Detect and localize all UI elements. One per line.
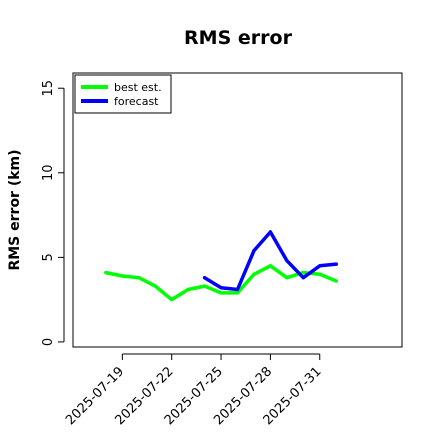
data-point-forecast — [268, 230, 272, 234]
data-point-forecast — [334, 262, 338, 266]
data-point-forecast — [318, 264, 322, 268]
data-point-best-est — [301, 270, 305, 275]
y-tick-label: 10 — [41, 165, 56, 182]
series-line-forecast — [202, 230, 338, 292]
data-point-forecast — [219, 286, 223, 290]
legend-label-best-est: best est. — [114, 81, 162, 94]
data-point-best-est — [285, 276, 289, 280]
data-point-best-est — [170, 298, 174, 302]
plot-frame — [72, 72, 403, 348]
data-point-best-est — [252, 272, 256, 276]
legend-box — [74, 74, 172, 114]
data-point-best-est — [235, 291, 240, 295]
y-tick-label: 15 — [41, 80, 56, 97]
series-line-best-est — [104, 264, 338, 302]
y-axis-label: RMS error (km) — [7, 149, 23, 270]
data-point-best-est — [268, 264, 272, 268]
series-lines — [104, 230, 338, 302]
data-point-best-est — [104, 270, 108, 275]
chart-title: RMS error — [184, 27, 293, 49]
data-point-best-est — [137, 276, 141, 280]
data-point-forecast — [203, 276, 207, 280]
legend: best est. forecast — [74, 74, 172, 114]
data-point-forecast — [235, 287, 240, 292]
data-point-best-est — [153, 284, 157, 288]
data-point-best-est — [334, 279, 338, 283]
data-point-forecast — [301, 276, 305, 280]
data-point-forecast — [285, 259, 289, 263]
legend-label-forecast: forecast — [114, 95, 159, 108]
data-point-best-est — [318, 272, 322, 276]
data-point-forecast — [252, 248, 256, 253]
data-point-best-est — [186, 287, 190, 292]
y-tick-label: 5 — [41, 253, 56, 261]
data-point-best-est — [120, 274, 124, 278]
y-tick-label: 0 — [41, 338, 56, 346]
data-point-best-est — [203, 284, 207, 288]
data-point-best-est — [219, 291, 223, 295]
